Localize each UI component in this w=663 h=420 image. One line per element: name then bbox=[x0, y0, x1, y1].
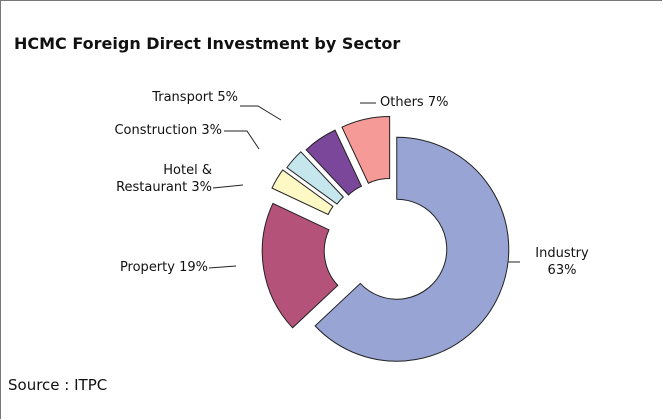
slice bbox=[314, 136, 510, 362]
value-label: 19% bbox=[179, 260, 208, 275]
slices bbox=[261, 115, 510, 362]
value-label: 5% bbox=[217, 90, 238, 105]
category-label: Transport bbox=[152, 90, 214, 105]
slice-label: Others 7% bbox=[380, 94, 500, 111]
leader-line bbox=[208, 265, 237, 269]
value-label: 63% bbox=[547, 263, 577, 278]
slice bbox=[305, 129, 363, 196]
slice-label: Property 19% bbox=[60, 259, 208, 276]
slice-label: Industry 63% bbox=[522, 245, 602, 279]
slice-label: Transport 5% bbox=[120, 89, 238, 106]
category-label: Construction bbox=[114, 123, 198, 138]
category-label: Industry bbox=[535, 246, 589, 261]
value-label: 7% bbox=[427, 95, 449, 110]
slice-label: Hotel & Restaurant 3% bbox=[92, 162, 212, 196]
slice bbox=[286, 151, 344, 205]
slice bbox=[261, 202, 339, 329]
category-label: Others bbox=[380, 95, 424, 110]
leader-line bbox=[240, 105, 282, 121]
slice bbox=[271, 169, 334, 216]
value-label: 3% bbox=[201, 123, 222, 138]
source-note: Source : ITPC bbox=[8, 376, 108, 394]
slice bbox=[341, 115, 391, 184]
leader-line bbox=[212, 184, 244, 189]
leader-line bbox=[224, 130, 260, 150]
value-label: 3% bbox=[191, 180, 212, 195]
category-label: Hotel & Restaurant bbox=[116, 163, 212, 195]
category-label: Property bbox=[119, 260, 175, 275]
leaders bbox=[208, 102, 520, 269]
slice-label: Construction 3% bbox=[40, 122, 222, 139]
chart-title: HCMC Foreign Direct Investment by Sector bbox=[14, 34, 401, 53]
